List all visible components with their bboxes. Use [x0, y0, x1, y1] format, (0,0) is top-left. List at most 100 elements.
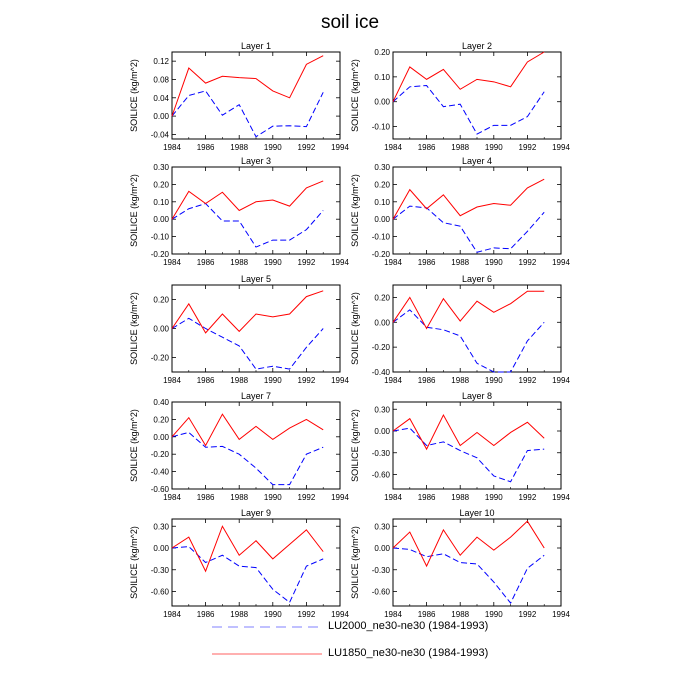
y-tick-label: 0.00 [374, 318, 390, 327]
plot-frame [171, 284, 341, 373]
x-tick-label: 1988 [230, 610, 248, 619]
y-axis-label: SOILICE (kg/m^2) [350, 292, 360, 365]
y-tick-label: 0.04 [153, 94, 169, 103]
y-axis-label: SOILICE (kg/m^2) [129, 409, 139, 482]
y-tick-label: -0.04 [151, 130, 170, 139]
panel-title: Layer 5 [241, 274, 271, 284]
series-line [171, 525, 324, 573]
x-tick-label: 1988 [230, 376, 248, 385]
y-tick-label: -0.20 [151, 250, 170, 259]
panel-10: Layer 10 SOILICE (kg/m^2) 1984 1986 1988 1990… [350, 508, 570, 619]
panel-title: Layer 6 [462, 274, 492, 284]
x-tick-label: 1992 [298, 610, 316, 619]
y-tick-label: 0.00 [153, 112, 169, 121]
y-tick-label: -0.10 [372, 233, 391, 242]
series-line [171, 431, 324, 486]
x-tick-label: 1984 [384, 376, 402, 385]
x-tick-label: 1984 [384, 143, 402, 152]
panel-title: Layer 7 [241, 391, 271, 401]
x-tick-label: 1992 [298, 493, 316, 502]
series-line [392, 547, 545, 605]
x-tick-label: 1990 [485, 376, 503, 385]
y-tick-label: -0.20 [151, 354, 170, 363]
x-tick-label: 1986 [418, 610, 436, 619]
x-tick-label: 1990 [485, 610, 503, 619]
x-tick-label: 1992 [519, 610, 537, 619]
plot-frame [392, 401, 562, 490]
panel-title: Layer 2 [462, 41, 492, 51]
legend-label-lu1850: LU1850_ne30-ne30 (1984-1993) [328, 647, 489, 659]
y-tick-label: 0.00 [153, 433, 169, 442]
y-axis-label: SOILICE (kg/m^2) [350, 59, 360, 132]
y-tick-label: -0.10 [151, 233, 170, 242]
y-tick-label: 0.40 [153, 398, 169, 407]
panel-8: Layer 8 SOILICE (kg/m^2) 1984 1986 1988 1990 1… [350, 391, 570, 502]
y-tick-label: 0.00 [374, 215, 390, 224]
x-tick-label: 1992 [298, 258, 316, 267]
y-tick-label: 0.00 [153, 544, 169, 553]
x-tick-label: 1984 [163, 258, 181, 267]
series-line [392, 85, 545, 135]
series-line [171, 90, 324, 138]
plot-frame [392, 284, 562, 373]
series-line [171, 202, 324, 248]
x-tick-label: 1994 [552, 143, 570, 152]
panel-title: Layer 8 [462, 391, 492, 401]
y-tick-label: 0.00 [153, 215, 169, 224]
x-tick-label: 1988 [451, 376, 469, 385]
y-tick-label: -0.20 [372, 343, 391, 352]
y-tick-label: 0.08 [153, 75, 169, 84]
panel-title: Layer 10 [459, 508, 494, 518]
y-axis-label: SOILICE (kg/m^2) [129, 526, 139, 599]
x-tick-label: 1994 [552, 610, 570, 619]
x-tick-label: 1992 [519, 143, 537, 152]
panel-title: Layer 9 [241, 508, 271, 518]
series-line [392, 427, 545, 483]
x-tick-label: 1988 [230, 143, 248, 152]
x-tick-label: 1990 [485, 258, 503, 267]
y-tick-label: 0.30 [153, 163, 169, 172]
x-tick-label: 1990 [264, 258, 282, 267]
y-tick-label: -0.60 [372, 588, 391, 597]
y-tick-label: 0.20 [374, 48, 390, 57]
y-tick-label: 0.30 [374, 405, 390, 414]
x-tick-label: 1994 [552, 376, 570, 385]
y-tick-label: 0.30 [374, 522, 390, 531]
series-line [392, 520, 545, 568]
x-tick-label: 1994 [331, 258, 349, 267]
y-tick-label: 0.10 [374, 198, 390, 207]
x-tick-label: 1990 [264, 143, 282, 152]
x-tick-label: 1988 [451, 258, 469, 267]
y-tick-label: -0.20 [372, 250, 391, 259]
legend-label-lu2000: LU2000_ne30-ne30 (1984-1993) [328, 620, 489, 632]
y-tick-label: 0.20 [374, 293, 390, 302]
x-tick-label: 1986 [197, 493, 215, 502]
x-tick-label: 1990 [264, 493, 282, 502]
panel-9: Layer 9 SOILICE (kg/m^2) 1984 1986 1988 1990 1… [129, 508, 349, 619]
y-tick-label: -0.60 [151, 485, 170, 494]
x-tick-label: 1984 [384, 610, 402, 619]
x-tick-label: 1994 [552, 493, 570, 502]
x-tick-label: 1986 [418, 493, 436, 502]
series-line [171, 546, 324, 604]
y-tick-label: 0.30 [374, 163, 390, 172]
x-tick-label: 1986 [197, 258, 215, 267]
x-tick-label: 1988 [451, 493, 469, 502]
series-line [171, 413, 324, 447]
y-axis-label: SOILICE (kg/m^2) [129, 292, 139, 365]
plot-frame [392, 518, 562, 607]
y-tick-label: 0.00 [374, 427, 390, 436]
x-tick-label: 1988 [451, 143, 469, 152]
y-tick-label: -0.40 [372, 368, 391, 377]
legend-swatch-solid [212, 653, 322, 655]
x-tick-label: 1988 [451, 610, 469, 619]
x-tick-label: 1994 [331, 493, 349, 502]
y-tick-label: -0.40 [151, 468, 170, 477]
legend-item-lu2000: LU2000_ne30-ne30 (1984-1993) [212, 620, 612, 634]
panel-5: Layer 5 SOILICE (kg/m^2) 1984 1986 1988 1990 1… [129, 274, 349, 385]
x-tick-label: 1990 [264, 610, 282, 619]
y-tick-label: -0.30 [372, 566, 391, 575]
panel-1: Layer 1 SOILICE (kg/m^2) 1984 1986 1988 1990 1… [129, 41, 349, 152]
plot-frame [171, 166, 341, 255]
y-tick-label: 0.12 [153, 57, 169, 66]
